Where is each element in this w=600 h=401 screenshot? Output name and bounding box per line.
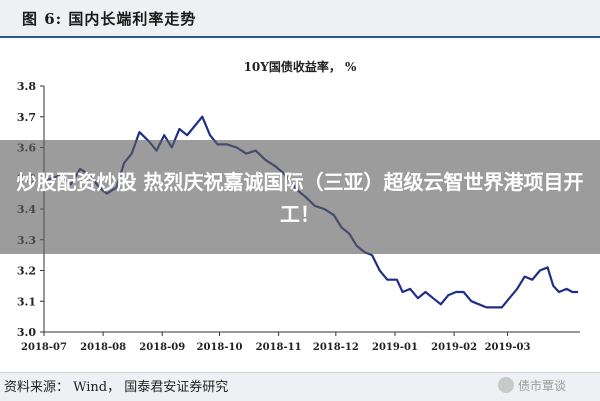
x-tick-label: 2018-12 (313, 342, 359, 353)
y-tick-label: 3.1 (17, 295, 36, 308)
y-tick-label: 3.8 (17, 80, 36, 93)
x-tick-label: 2018-08 (80, 342, 126, 353)
chart-title: 10Y国债收益率， % (243, 60, 357, 74)
x-tick-label: 2018-11 (256, 342, 302, 353)
x-tick-label: 2019-03 (485, 342, 531, 353)
figure-header (0, 0, 600, 36)
figure-title: 图 6: 国内长端利率走势 (22, 10, 197, 28)
watermark-icon (498, 377, 514, 393)
figure-source: 资料来源： Wind， 国泰君安证券研究 (4, 380, 229, 395)
header-rule (0, 36, 600, 38)
promo-overlay (0, 140, 600, 254)
x-tick-label: 2019-02 (431, 342, 477, 353)
x-tick-label: 2018-10 (197, 342, 243, 353)
y-tick-label: 3.2 (17, 265, 36, 278)
watermark-text: 债市覃谈 (518, 379, 567, 393)
y-tick-label: 3.7 (17, 111, 36, 124)
promo-overlay-text: 炒股配资炒股 热烈庆祝嘉诚国际（三亚）超级云智世界港项目开工！ (16, 170, 584, 226)
x-tick-label: 2019-01 (372, 342, 418, 353)
x-tick-label: 2018-09 (139, 342, 185, 353)
x-tick-label: 2018-07 (21, 342, 67, 353)
y-tick-label: 3.0 (17, 326, 36, 339)
